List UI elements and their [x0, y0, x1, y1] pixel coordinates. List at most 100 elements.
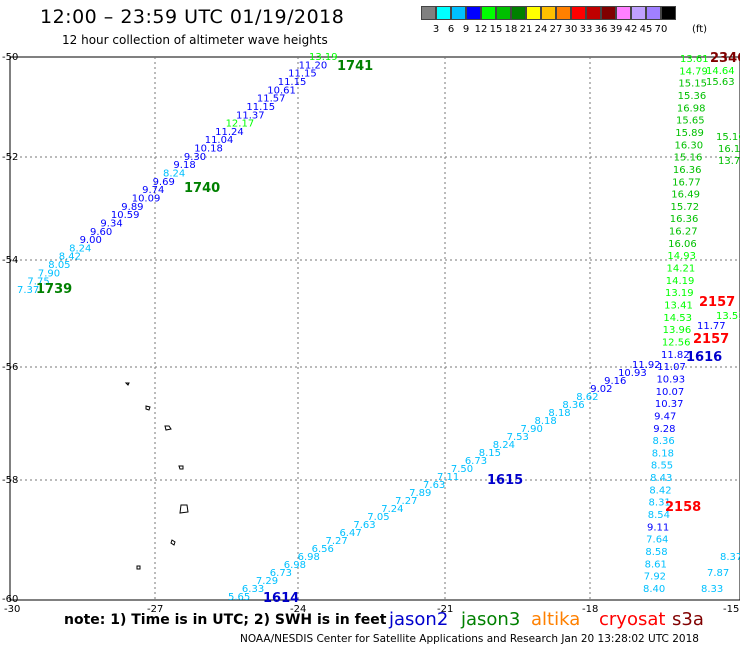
- swh-value: 9.74: [142, 185, 164, 196]
- pass-number-label: 2157: [699, 295, 736, 310]
- swh-value: 9.60: [90, 227, 112, 238]
- swh-value: 11.92: [632, 360, 661, 371]
- swh-value: 13.96: [663, 325, 692, 336]
- swh-value: 14.93: [667, 251, 696, 262]
- page-title: 12:00 – 23:59 UTC 01/19/2018: [40, 6, 345, 28]
- island-outline: [178, 465, 184, 470]
- swh-value: 7.37: [17, 285, 39, 296]
- swh-value: 7.64: [646, 535, 668, 546]
- altimeter-tracks: 7.377.757.908.058.428.249.009.609.3410.5…: [17, 52, 740, 603]
- y-axis-label: -50: [2, 52, 19, 63]
- swh-value: 11.77: [697, 321, 726, 332]
- swh-value: 9.11: [647, 522, 669, 533]
- x-axis-label: -15: [723, 604, 740, 615]
- legend-label: 70: [654, 24, 668, 35]
- y-axis-label: -52: [2, 152, 19, 163]
- swh-value: 8.31: [649, 498, 671, 509]
- legend-label: 6: [447, 24, 455, 35]
- swh-value: 7.90: [521, 424, 543, 435]
- legend-label: 33: [579, 24, 593, 35]
- swh-value: 8.61: [645, 559, 667, 570]
- legend-label: 3: [432, 24, 440, 35]
- legend-swatch: [556, 6, 571, 20]
- swh-value: 10.93: [656, 374, 685, 385]
- swh-value: 11.15: [246, 102, 275, 113]
- swh-value: 7.50: [451, 464, 473, 475]
- legend-label: 42: [624, 24, 638, 35]
- swh-value: 15.63: [706, 77, 735, 88]
- swh-value: 6.47: [339, 528, 361, 539]
- swh-value: 13.19: [665, 288, 694, 299]
- legend-swatch: [481, 6, 496, 20]
- legend-swatch: [421, 6, 436, 20]
- swh-value: 8.42: [649, 485, 671, 496]
- swh-value: 16.30: [674, 140, 703, 151]
- legend-label: 12: [474, 24, 488, 35]
- swh-value: 15.89: [675, 128, 704, 139]
- swh-value: 12.17: [226, 119, 255, 130]
- legend-swatch: [601, 6, 616, 20]
- swh-value: 8.15: [479, 448, 501, 459]
- satellite-legend-item: cryosat: [599, 609, 666, 630]
- island-outline: [179, 504, 189, 514]
- satellite-legend-item: jason2: [389, 609, 449, 630]
- x-axis-label: -30: [4, 604, 21, 615]
- swh-value: 13.77: [718, 156, 740, 167]
- swh-value: 16.36: [673, 165, 702, 176]
- swh-value: 8.18: [652, 448, 674, 459]
- swh-value: 11.82: [661, 350, 690, 361]
- swh-value: 11.15: [278, 77, 307, 88]
- legend-swatch: [541, 6, 556, 20]
- swh-value: 7.89: [409, 488, 431, 499]
- legend-label: 27: [549, 24, 563, 35]
- swh-value: 16.98: [677, 103, 706, 114]
- swh-value: 9.02: [590, 384, 612, 395]
- island-outline: [136, 565, 141, 570]
- legend-label: 36: [594, 24, 608, 35]
- legend-swatch: [511, 6, 526, 20]
- swh-value: 7.87: [707, 568, 729, 579]
- swh-value: 9.69: [153, 177, 175, 188]
- swh-value: 15.16: [716, 132, 740, 143]
- swh-value: 8.24: [163, 169, 185, 180]
- swh-value: 6.73: [465, 456, 487, 467]
- pass-number-label: 2158: [665, 500, 702, 515]
- legend-swatch: [526, 6, 541, 20]
- swh-value: 7.53: [507, 432, 529, 443]
- pass-number-label: 1614: [263, 591, 300, 606]
- legend-swatch: [451, 6, 466, 20]
- swh-value: 7.24: [381, 504, 403, 515]
- legend-label: 39: [609, 24, 623, 35]
- pass-number-label: 1740: [184, 181, 221, 196]
- swh-value: 8.37: [720, 552, 740, 563]
- swh-value: 16.77: [672, 177, 701, 188]
- swh-value: 8.36: [562, 400, 584, 411]
- swh-value: 16.36: [670, 214, 699, 225]
- legend-label: 21: [519, 24, 533, 35]
- swh-value: 11.24: [215, 127, 244, 138]
- swh-value: 7.63: [423, 480, 445, 491]
- y-axis-label: -56: [2, 362, 19, 373]
- swh-value: 13.41: [664, 301, 693, 312]
- legend-swatch: [646, 6, 661, 20]
- legend-swatch: [631, 6, 646, 20]
- satellite-legend-item: altika: [531, 609, 581, 630]
- swh-value: 12.56: [662, 337, 691, 348]
- swh-value: 8.40: [643, 584, 665, 595]
- footer-note: note: 1) Time is in UTC; 2) SWH is in fe…: [64, 612, 387, 628]
- islands: [124, 382, 189, 570]
- swh-value: 7.92: [644, 572, 666, 583]
- swh-value: 9.47: [654, 411, 676, 422]
- swh-value: 8.36: [652, 436, 674, 447]
- y-axis-label: -60: [2, 594, 19, 605]
- legend-label: 9: [462, 24, 470, 35]
- pass-number-label: 1616: [686, 350, 723, 365]
- swh-value: 8.43: [650, 473, 672, 484]
- swh-value: 8.54: [648, 510, 670, 521]
- page-subtitle: 12 hour collection of altimeter wave hei…: [62, 33, 328, 47]
- swh-value: 8.24: [69, 243, 91, 254]
- island-outline: [145, 405, 151, 411]
- swh-value: 8.05: [48, 260, 70, 271]
